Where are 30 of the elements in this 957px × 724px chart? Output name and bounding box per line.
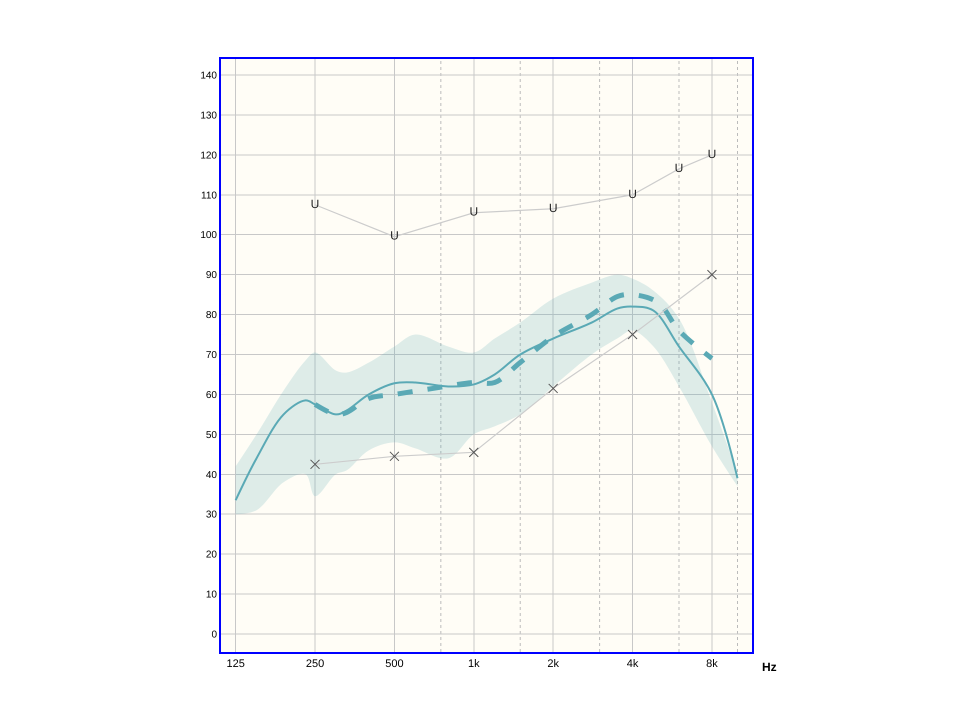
data-label: U	[548, 200, 558, 215]
y-tick-label: 40	[206, 470, 218, 481]
data-label: U	[390, 228, 399, 243]
data-label: U	[674, 160, 684, 175]
y-tick-label: 140	[200, 70, 218, 82]
data-label: U	[628, 186, 637, 201]
x-tick-label: 500	[385, 658, 404, 670]
y-tick-label: 100	[200, 230, 218, 242]
y-tick-label: 70	[206, 350, 218, 361]
y-tick-label: 110	[201, 190, 218, 202]
x-tick-label: 125	[226, 658, 245, 670]
data-label: U	[310, 196, 320, 211]
y-tick-label: 80	[206, 310, 218, 322]
y-tick-label: 50	[206, 430, 218, 441]
y-tick-label: 20	[206, 550, 218, 561]
data-label: U	[708, 146, 716, 161]
x-tick-label: 250	[306, 658, 324, 670]
x-tick-label: 2k	[547, 658, 560, 670]
y-tick-label: 120	[200, 150, 218, 162]
x-axis-title: Hz	[762, 660, 777, 674]
x-tick-label: 4k	[626, 658, 639, 670]
y-tick-label: 90	[206, 270, 218, 282]
x-tick-label: 8k	[706, 658, 718, 670]
y-tick-label: 10	[206, 590, 218, 601]
y-tick-label: 130	[200, 110, 218, 122]
data-label: U	[469, 204, 478, 219]
x-tick-label: 1k	[468, 658, 480, 670]
y-tick-label: 0	[211, 630, 218, 641]
y-tick-label: 60	[206, 390, 218, 401]
y-tick-label: 30	[206, 510, 218, 521]
